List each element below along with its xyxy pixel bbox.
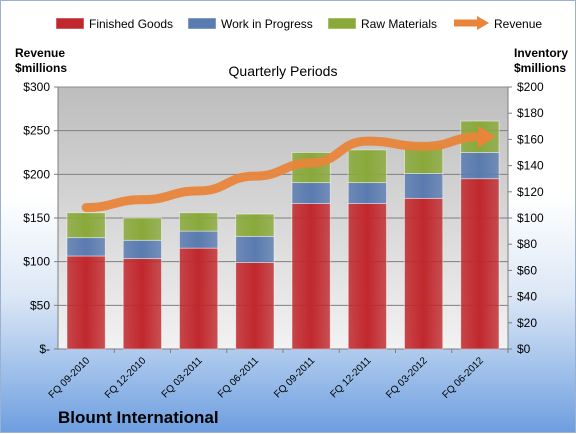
right-tick-label: $120 <box>517 185 544 199</box>
right-tick-label: $180 <box>517 106 544 120</box>
right-tick-label: $160 <box>517 132 544 146</box>
legend-label-work-in-progress: Work in Progress <box>221 17 313 31</box>
x-tick-label: FQ 09-2010 <box>47 355 93 401</box>
bar-finished-goods <box>66 255 106 350</box>
bar-work-in-progress <box>122 239 162 260</box>
legend-label-raw-materials: Raw Materials <box>361 17 437 31</box>
left-tick-label: $200 <box>23 167 50 181</box>
bar-work-in-progress <box>66 237 106 257</box>
x-tick-label: FQ 12-2011 <box>329 355 374 400</box>
legend-swatch-finished-goods <box>55 17 85 30</box>
bar-raw-materials <box>347 149 387 184</box>
right-tick-label: $40 <box>517 290 537 304</box>
bar-finished-goods <box>347 203 387 350</box>
right-tick-label: $100 <box>517 211 544 225</box>
bar-work-in-progress <box>235 235 275 263</box>
x-tick-label: FQ 09-2011 <box>272 355 317 400</box>
revenue-line <box>81 132 485 213</box>
legend-swatch-raw-materials <box>327 17 357 30</box>
bar-raw-materials <box>179 212 219 232</box>
left-tick-label: $300 <box>23 80 50 94</box>
right-tick-label: $140 <box>517 159 544 173</box>
left-tick-label: $50 <box>30 298 50 312</box>
left-axis-label-line2: $millions <box>15 61 67 75</box>
legend-arrowhead-revenue <box>477 16 489 30</box>
bar-raw-materials <box>66 212 106 239</box>
bar-work-in-progress <box>404 173 444 199</box>
right-tick-label: $20 <box>517 316 537 330</box>
left-tick-label: $150 <box>23 211 50 225</box>
bar-raw-materials <box>235 213 275 237</box>
left-tick-label: $250 <box>23 124 50 138</box>
revenue-arrowhead <box>477 125 496 148</box>
bar-finished-goods <box>235 262 275 350</box>
chart-title: Quarterly Periods <box>229 63 338 79</box>
bar-finished-goods <box>460 178 500 350</box>
x-tick-label: FQ 06-2012 <box>440 355 486 401</box>
bar-finished-goods <box>179 247 219 350</box>
right-tick-label: $60 <box>517 263 537 277</box>
right-tick-label: $0 <box>517 342 531 356</box>
x-tick-label: FQ 06-2011 <box>216 355 261 400</box>
bar-raw-materials <box>122 217 162 241</box>
x-tick-label: FQ 12-2010 <box>103 355 149 401</box>
right-tick-label: $200 <box>517 80 544 94</box>
right-tick-label: $80 <box>517 237 537 251</box>
bar-work-in-progress <box>179 230 219 249</box>
right-axis-label-line2: $millions <box>514 61 566 75</box>
x-tick-label: FQ 03-2012 <box>384 355 430 401</box>
bar-work-in-progress <box>347 182 387 204</box>
left-tick-label: $100 <box>23 255 50 269</box>
bar-work-in-progress <box>460 152 500 180</box>
left-tick-label: $- <box>39 342 50 356</box>
left-axis-label: Revenue <box>15 46 65 60</box>
bar-finished-goods <box>291 203 331 350</box>
x-tick-label: FQ 03-2011 <box>160 355 205 400</box>
bar-finished-goods <box>122 258 162 350</box>
legend-label-revenue: Revenue <box>494 17 542 31</box>
bar-work-in-progress <box>291 182 331 204</box>
bar-finished-goods <box>404 197 444 350</box>
right-axis-label: Inventory <box>514 46 568 60</box>
company-title: Blount International <box>58 408 219 427</box>
legend-label-finished-goods: Finished Goods <box>89 17 173 31</box>
legend-swatch-work-in-progress <box>187 17 217 30</box>
